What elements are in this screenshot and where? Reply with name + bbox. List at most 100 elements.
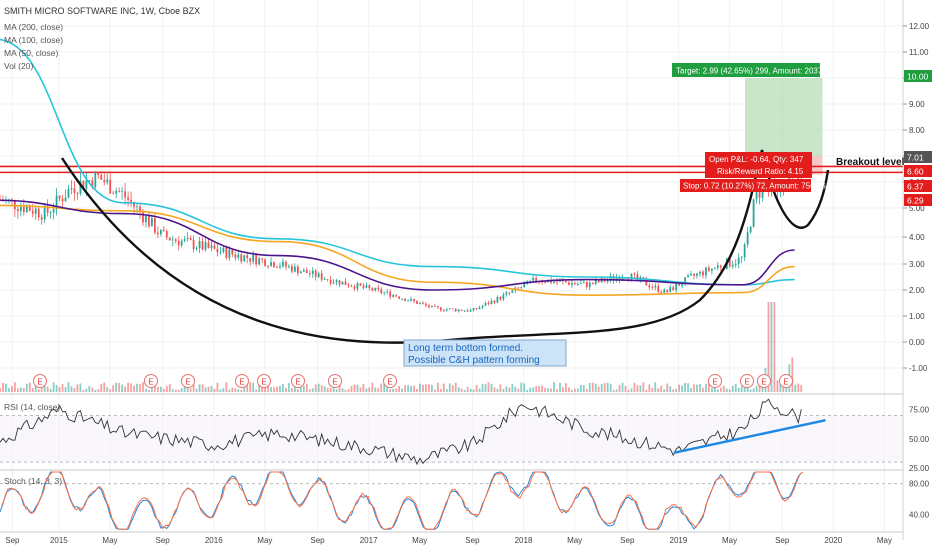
earnings-marker[interactable]: E	[144, 374, 158, 388]
candle-body	[570, 283, 573, 285]
candle-body	[648, 285, 651, 288]
volume-bar	[61, 384, 64, 392]
earnings-marker[interactable]: E	[383, 374, 397, 388]
volume-bar	[356, 384, 359, 392]
volume-bar	[407, 385, 409, 392]
candle-body	[576, 283, 579, 285]
volume-bar	[565, 383, 567, 392]
candle-body	[282, 261, 284, 267]
earnings-marker-circle	[779, 374, 793, 388]
earnings-marker[interactable]: E	[181, 374, 195, 388]
candle-body	[669, 287, 672, 293]
earnings-marker[interactable]: E	[257, 374, 271, 388]
candle-body	[710, 268, 713, 271]
y-tick-label: -1.00	[909, 364, 928, 373]
candle-body	[40, 217, 43, 220]
rsi-line	[0, 398, 802, 466]
candle-body	[755, 189, 758, 200]
volume-bar	[657, 388, 660, 392]
candle-body	[451, 308, 454, 310]
volume-bar	[594, 383, 597, 392]
volume-bar	[776, 380, 779, 392]
earnings-marker-circle	[328, 374, 342, 388]
volume-bar	[410, 385, 412, 392]
earnings-marker[interactable]: E	[235, 374, 249, 388]
volume-bar	[362, 383, 365, 392]
candle-body	[52, 209, 55, 213]
volume-bar	[353, 384, 356, 392]
candle-body	[681, 284, 684, 286]
earnings-marker[interactable]: E	[708, 374, 722, 388]
candle-body	[517, 287, 520, 289]
volume-bar	[401, 388, 404, 392]
volume-bar	[454, 382, 457, 392]
candle-body	[431, 305, 433, 308]
volume-bar	[368, 387, 371, 392]
candle-body	[457, 309, 460, 312]
indicator-ma100[interactable]: MA (100, close)	[4, 35, 63, 45]
volume-bar	[270, 387, 272, 392]
indicator-vol[interactable]: Vol (20)	[4, 61, 33, 71]
note-box[interactable]	[403, 339, 567, 367]
y-tick-label: 12.00	[909, 22, 930, 31]
volume-bar	[728, 389, 731, 392]
earnings-marker[interactable]: E	[740, 374, 754, 388]
volume-bar	[91, 387, 94, 392]
candle-body	[183, 239, 186, 241]
candle-body	[216, 248, 219, 253]
volume-bar	[672, 389, 675, 392]
volume-bar	[189, 388, 192, 392]
volume-bar	[630, 388, 633, 392]
volume-bar	[293, 384, 296, 392]
candle-body	[702, 271, 704, 276]
volume-bar	[752, 388, 755, 392]
volume-bar	[708, 383, 710, 392]
volume-bar	[690, 388, 692, 392]
candle-body	[240, 254, 243, 262]
volume-bar	[523, 383, 526, 392]
volume-bar	[180, 388, 183, 392]
volume-bar	[743, 385, 746, 392]
rsi-label[interactable]: RSI (14, close)	[4, 402, 60, 412]
volume-bar	[43, 386, 46, 392]
volume-bar	[615, 389, 618, 392]
x-tick-label: Sep	[620, 536, 635, 545]
volume-bar	[445, 389, 448, 392]
candle-body	[559, 280, 561, 282]
volume-bar	[758, 382, 761, 392]
earnings-marker[interactable]: E	[757, 374, 771, 388]
earnings-marker[interactable]: E	[328, 374, 342, 388]
volume-bar	[642, 382, 645, 392]
candle-body	[94, 172, 97, 188]
candle-body	[359, 283, 362, 286]
stoch-label[interactable]: Stoch (14, 3, 3)	[4, 476, 62, 486]
candle-body	[398, 296, 401, 299]
volume-bar	[460, 388, 463, 392]
earnings-marker[interactable]: E	[33, 374, 47, 388]
volume-bar	[529, 387, 532, 392]
earnings-marker-text: E	[387, 378, 392, 387]
volume-bar	[463, 389, 466, 392]
volume-bar	[782, 383, 785, 392]
volume-bar	[731, 385, 734, 392]
volume-bar	[234, 388, 237, 392]
candle-body	[445, 309, 448, 311]
candle-body	[511, 290, 514, 293]
indicator-ma200[interactable]: MA (200, close)	[4, 22, 63, 32]
volume-bar	[73, 387, 76, 392]
candle-body	[666, 289, 669, 293]
volume-bar	[317, 383, 320, 392]
volume-bar	[210, 385, 213, 392]
candle-body	[428, 305, 430, 308]
indicator-ma50[interactable]: MA (50, close)	[4, 48, 58, 58]
volume-bar	[505, 386, 508, 392]
earnings-marker[interactable]: E	[291, 374, 305, 388]
volume-bar	[279, 385, 281, 392]
candle-body	[258, 258, 261, 265]
y-tick-label: 11.00	[909, 48, 929, 57]
candle-body	[553, 281, 555, 283]
volume-bar	[603, 383, 606, 392]
volume-bar	[550, 388, 552, 392]
earnings-marker[interactable]: E	[779, 374, 793, 388]
